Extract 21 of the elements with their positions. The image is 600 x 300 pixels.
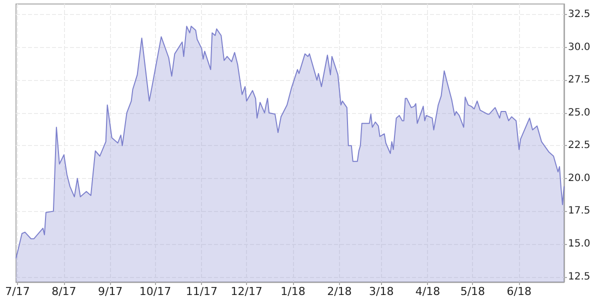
x-tick-label: 5/18 [460,285,486,298]
x-tick-label: 9/17 [98,285,123,298]
y-tick-label: 32.5 [568,8,590,20]
y-tick-label: 15.0 [568,238,590,250]
y-tick-label: 25.0 [568,107,590,118]
x-tick-label: 4/18 [415,285,440,298]
x-tick-label: 12/17 [230,285,262,298]
y-tick-label: 22.5 [568,140,590,152]
y-tick-label: 27.5 [568,74,590,86]
y-tick-label: 20.0 [568,172,590,184]
x-tick-label: 8/17 [52,285,76,298]
x-tick-label: 11/17 [186,285,218,298]
x-tick-label: 6/18 [506,285,532,298]
y-tick-label: 17.5 [568,206,590,217]
y-tick-label: 30.0 [568,42,590,53]
x-tick-label: 3/18 [368,285,394,298]
y-tick-label: 12.5 [568,271,590,282]
x-tick-label: 7/17 [5,285,30,298]
x-tick-label: 10/17 [139,285,172,298]
x-tick-label: 2/18 [327,285,352,298]
x-tick-label: 1/18 [280,285,306,298]
